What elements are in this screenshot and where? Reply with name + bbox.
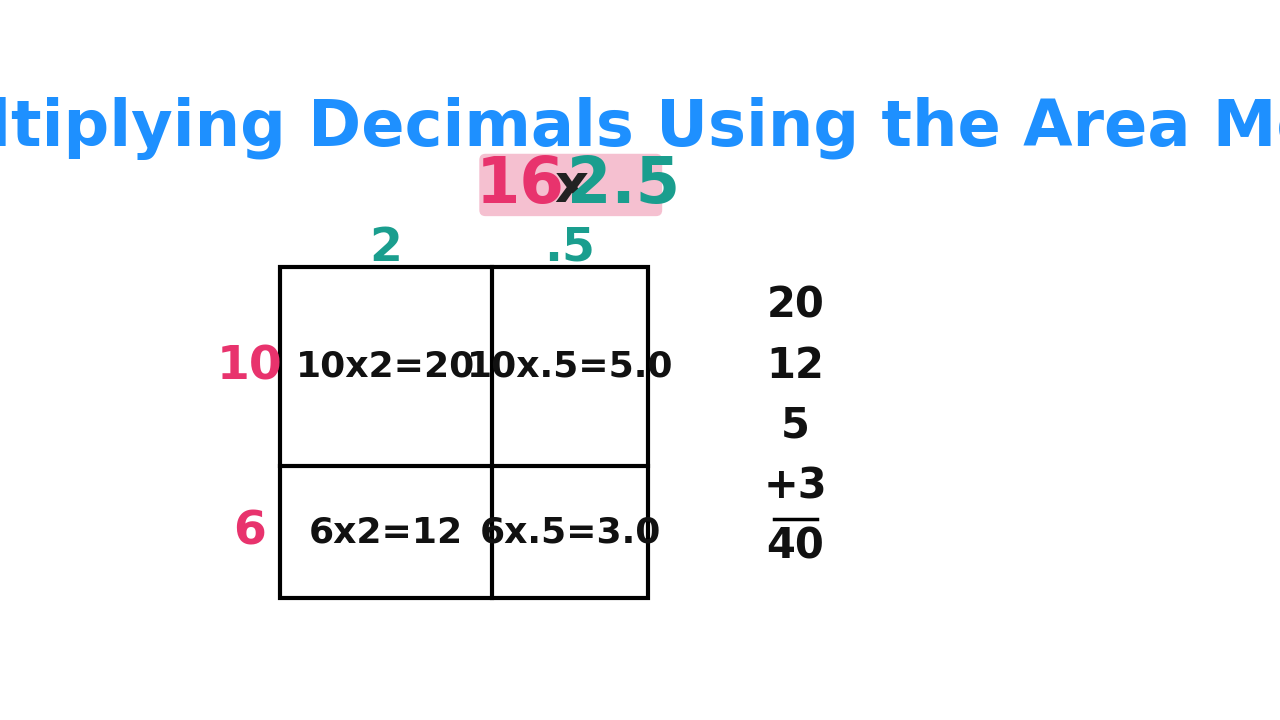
- Text: .5: .5: [544, 225, 595, 271]
- Text: 6: 6: [233, 510, 265, 554]
- Text: 12: 12: [767, 345, 824, 387]
- Text: 20: 20: [767, 285, 824, 327]
- Text: +3: +3: [764, 465, 827, 507]
- Text: 5: 5: [781, 405, 810, 447]
- Text: 10x2=20: 10x2=20: [297, 350, 476, 384]
- Text: x: x: [554, 161, 588, 213]
- Text: 2.5: 2.5: [567, 154, 680, 216]
- Text: 2: 2: [370, 225, 402, 271]
- Text: Multiplying Decimals Using the Area Model: Multiplying Decimals Using the Area Mode…: [0, 97, 1280, 161]
- Text: 10x.5=5.0: 10x.5=5.0: [467, 350, 673, 384]
- Text: 10: 10: [216, 344, 282, 390]
- Bar: [280, 267, 648, 598]
- Text: 40: 40: [767, 525, 824, 567]
- Text: 6x.5=3.0: 6x.5=3.0: [479, 516, 660, 549]
- FancyBboxPatch shape: [479, 154, 662, 216]
- Text: 16: 16: [476, 154, 564, 216]
- Text: 6x2=12: 6x2=12: [308, 516, 463, 549]
